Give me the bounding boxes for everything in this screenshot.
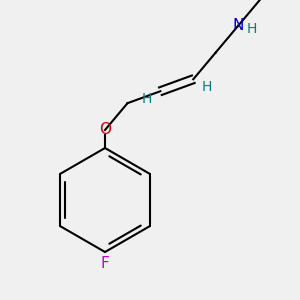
Text: O: O xyxy=(99,122,111,137)
Text: H: H xyxy=(141,92,152,106)
Text: H: H xyxy=(202,80,212,94)
Text: H: H xyxy=(247,22,257,36)
Text: N: N xyxy=(232,18,244,33)
Text: F: F xyxy=(100,256,109,272)
